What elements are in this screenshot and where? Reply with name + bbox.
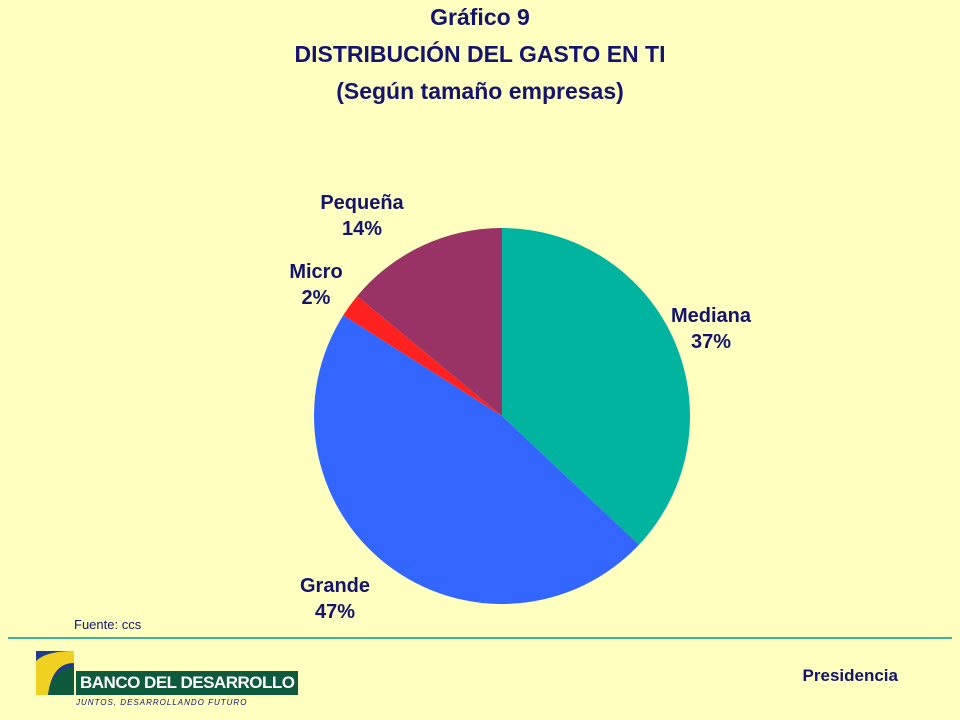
slice-label: Mediana (671, 305, 752, 327)
pie-slice-mediana (502, 228, 690, 545)
logo-tagline: JUNTOS, DESARROLLANDO FUTURO (76, 698, 248, 707)
slice-label: Micro (289, 261, 342, 283)
pie-slice-pequena (357, 227, 502, 416)
footer-divider (8, 637, 952, 639)
slice-value-label: 2% (302, 287, 331, 309)
source-note: Fuente: ccs (74, 617, 142, 632)
slice-value-label: 37% (691, 331, 731, 353)
pie-slice-grande (314, 315, 640, 604)
logo-name: BANCO DEL DESARROLLO (76, 671, 299, 695)
chart-title: DISTRIBUCIÓN DEL GASTO EN TI (294, 41, 666, 67)
title-block: Gráfico 9 DISTRIBUCIÓN DEL GASTO EN TI (… (0, 4, 960, 105)
slice-value-label: 47% (315, 601, 355, 623)
slice-label: Pequeña (320, 192, 404, 214)
department-label: Presidencia (802, 666, 898, 685)
chart-number: Gráfico 9 (430, 4, 530, 30)
chart-subtitle: (Según tamaño empresas) (336, 78, 624, 104)
slice-value-label: 14% (342, 218, 382, 240)
bank-logo: BANCO DEL DESARROLLO JUNTOS, DESARROLLAN… (36, 651, 299, 711)
pie-slice-micro (343, 296, 502, 416)
slice-label: Grande (300, 575, 370, 597)
logo-mark-icon (36, 651, 74, 695)
